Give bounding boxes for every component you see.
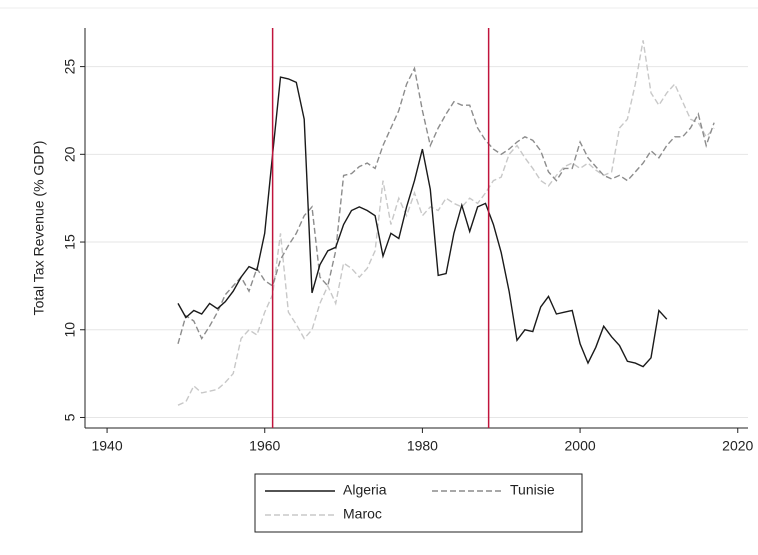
y-tick-label: 20 — [62, 146, 78, 162]
x-tick-label: 1960 — [249, 438, 280, 454]
series-line — [177, 40, 715, 406]
y-tick-label: 15 — [62, 234, 78, 250]
x-tick-label: 2000 — [565, 438, 596, 454]
y-tick-label: 10 — [62, 322, 78, 338]
x-tick-label: 1980 — [407, 438, 438, 454]
y-axis-label: Total Tax Revenue (% GDP) — [31, 141, 47, 316]
x-tick-label: 2020 — [722, 438, 753, 454]
legend-label: Tunisie — [510, 482, 555, 498]
x-tick-label: 1940 — [91, 438, 122, 454]
legend-label: Algeria — [343, 482, 387, 498]
legend-label: Maroc — [343, 506, 382, 522]
series-line — [177, 66, 715, 344]
legend-box — [254, 473, 583, 533]
series-line — [177, 76, 668, 368]
y-tick-label: 5 — [62, 413, 78, 421]
y-tick-label: 25 — [62, 59, 78, 75]
